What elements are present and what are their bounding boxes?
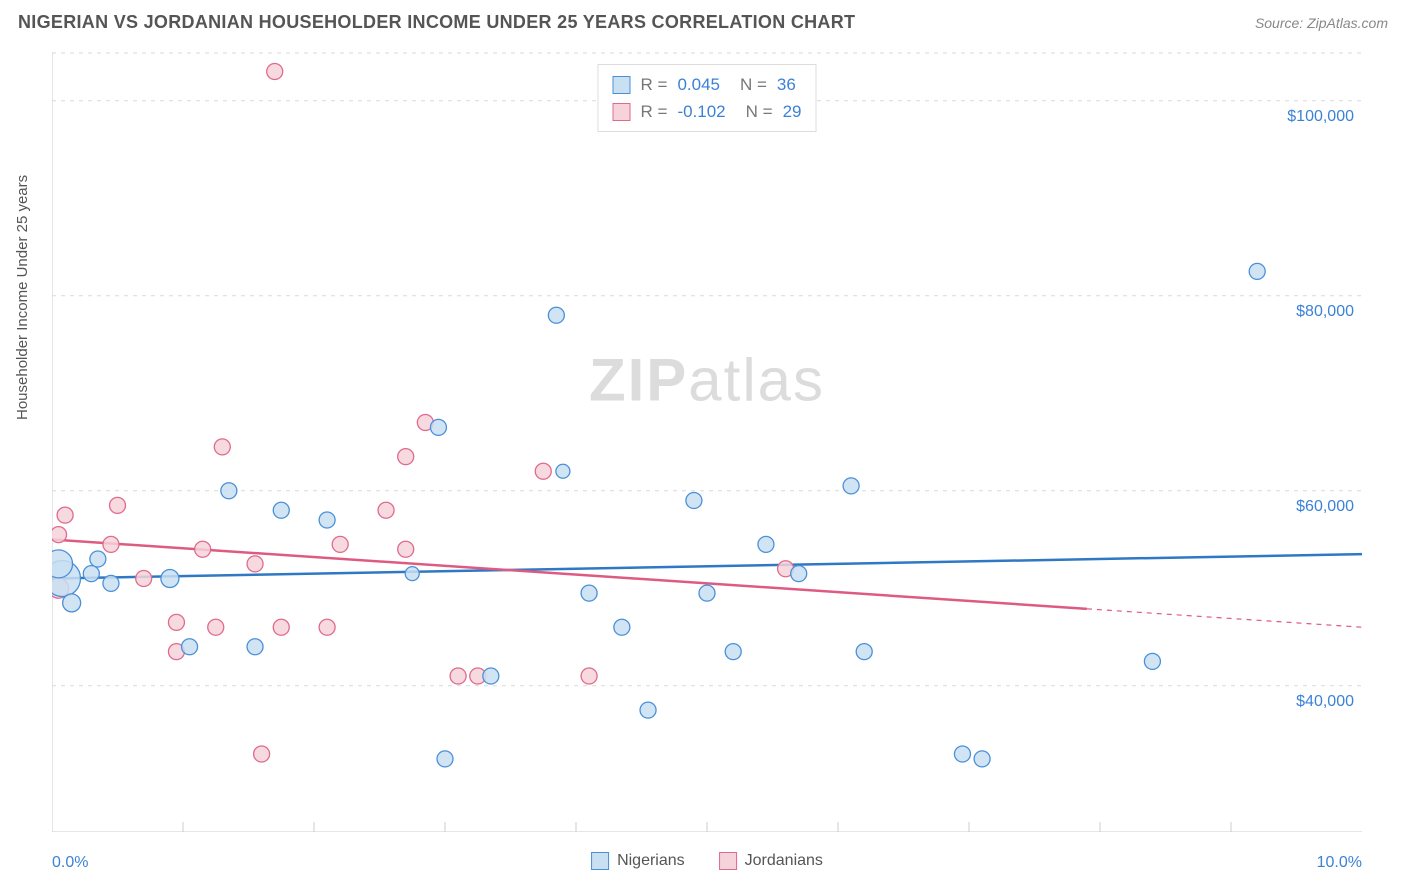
scatter-plot: $40,000 $60,000 $80,000 $100,000 — [52, 52, 1362, 832]
legend-swatch-nigerians — [591, 852, 609, 870]
legend-item-jordanians: Jordanians — [719, 852, 823, 870]
swatch-jordanians — [613, 103, 631, 121]
chart-header: NIGERIAN VS JORDANIAN HOUSEHOLDER INCOME… — [0, 0, 1406, 41]
n-value-jordanians: 29 — [783, 98, 802, 125]
r-value-nigerians: 0.045 — [677, 71, 720, 98]
svg-text:$40,000: $40,000 — [1296, 693, 1354, 710]
stats-row-jordanians: R = -0.102 N = 29 — [613, 98, 802, 125]
chart-area: ZIPatlas $40,000$60,000$80,000$100,000 R… — [52, 52, 1362, 832]
stats-row-nigerians: R = 0.045 N = 36 — [613, 71, 802, 98]
swatch-nigerians — [613, 76, 631, 94]
svg-text:$80,000: $80,000 — [1296, 303, 1354, 320]
x-axis-min: 0.0% — [52, 854, 88, 872]
stats-legend: R = 0.045 N = 36 R = -0.102 N = 29 — [598, 64, 817, 132]
n-value-nigerians: 36 — [777, 71, 796, 98]
r-value-jordanians: -0.102 — [677, 98, 725, 125]
legend-item-nigerians: Nigerians — [591, 852, 685, 870]
legend-swatch-jordanians — [719, 852, 737, 870]
chart-source: Source: ZipAtlas.com — [1255, 15, 1388, 31]
svg-text:$60,000: $60,000 — [1296, 498, 1354, 515]
svg-text:$100,000: $100,000 — [1287, 108, 1354, 125]
chart-title: NIGERIAN VS JORDANIAN HOUSEHOLDER INCOME… — [18, 12, 855, 33]
y-axis-label: Householder Income Under 25 years — [14, 175, 31, 420]
x-axis-max: 10.0% — [1317, 854, 1362, 872]
series-legend: Nigerians Jordanians — [591, 852, 823, 870]
